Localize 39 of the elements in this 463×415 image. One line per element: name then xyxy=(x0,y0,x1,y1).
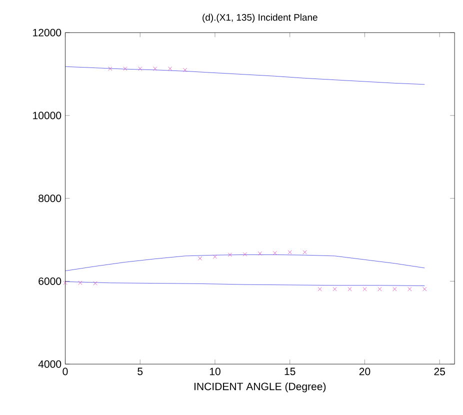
point xyxy=(378,287,382,292)
point xyxy=(168,66,172,71)
y-tick-label: 12000 xyxy=(33,29,62,37)
line-series xyxy=(65,254,425,272)
x-tick-label: 20 xyxy=(359,368,370,376)
x-axis-title: INCIDENT ANGLE (Degree) xyxy=(194,382,326,392)
point xyxy=(153,66,158,71)
point xyxy=(348,287,352,292)
x-tick-label: 25 xyxy=(434,368,446,376)
point xyxy=(408,287,412,292)
point xyxy=(302,250,307,254)
y-tick-label: 10000 xyxy=(33,112,62,120)
point xyxy=(318,287,322,292)
point xyxy=(138,66,142,71)
chart-title: (d).(X1, 135) Incident Plane xyxy=(202,14,318,23)
point xyxy=(78,281,82,286)
point xyxy=(93,281,98,286)
y-tick-label: 8000 xyxy=(38,194,62,202)
point xyxy=(198,256,202,261)
x-tick-label: 15 xyxy=(284,368,296,376)
point xyxy=(108,66,112,71)
point xyxy=(242,252,248,257)
point xyxy=(392,287,397,292)
point xyxy=(422,287,427,292)
point xyxy=(258,252,262,256)
point xyxy=(362,287,367,292)
point xyxy=(228,252,232,257)
point xyxy=(182,68,188,72)
x-tick-label: 5 xyxy=(138,368,143,376)
y-tick-label: 4000 xyxy=(38,360,62,368)
point xyxy=(123,66,128,71)
y-tick-label: 6000 xyxy=(38,278,62,286)
point xyxy=(332,287,337,292)
point xyxy=(272,251,277,256)
point xyxy=(63,281,68,286)
x-tick-label: 10 xyxy=(210,368,220,376)
x-tick-label: 0 xyxy=(62,368,68,376)
point xyxy=(288,250,292,254)
point xyxy=(212,254,218,260)
